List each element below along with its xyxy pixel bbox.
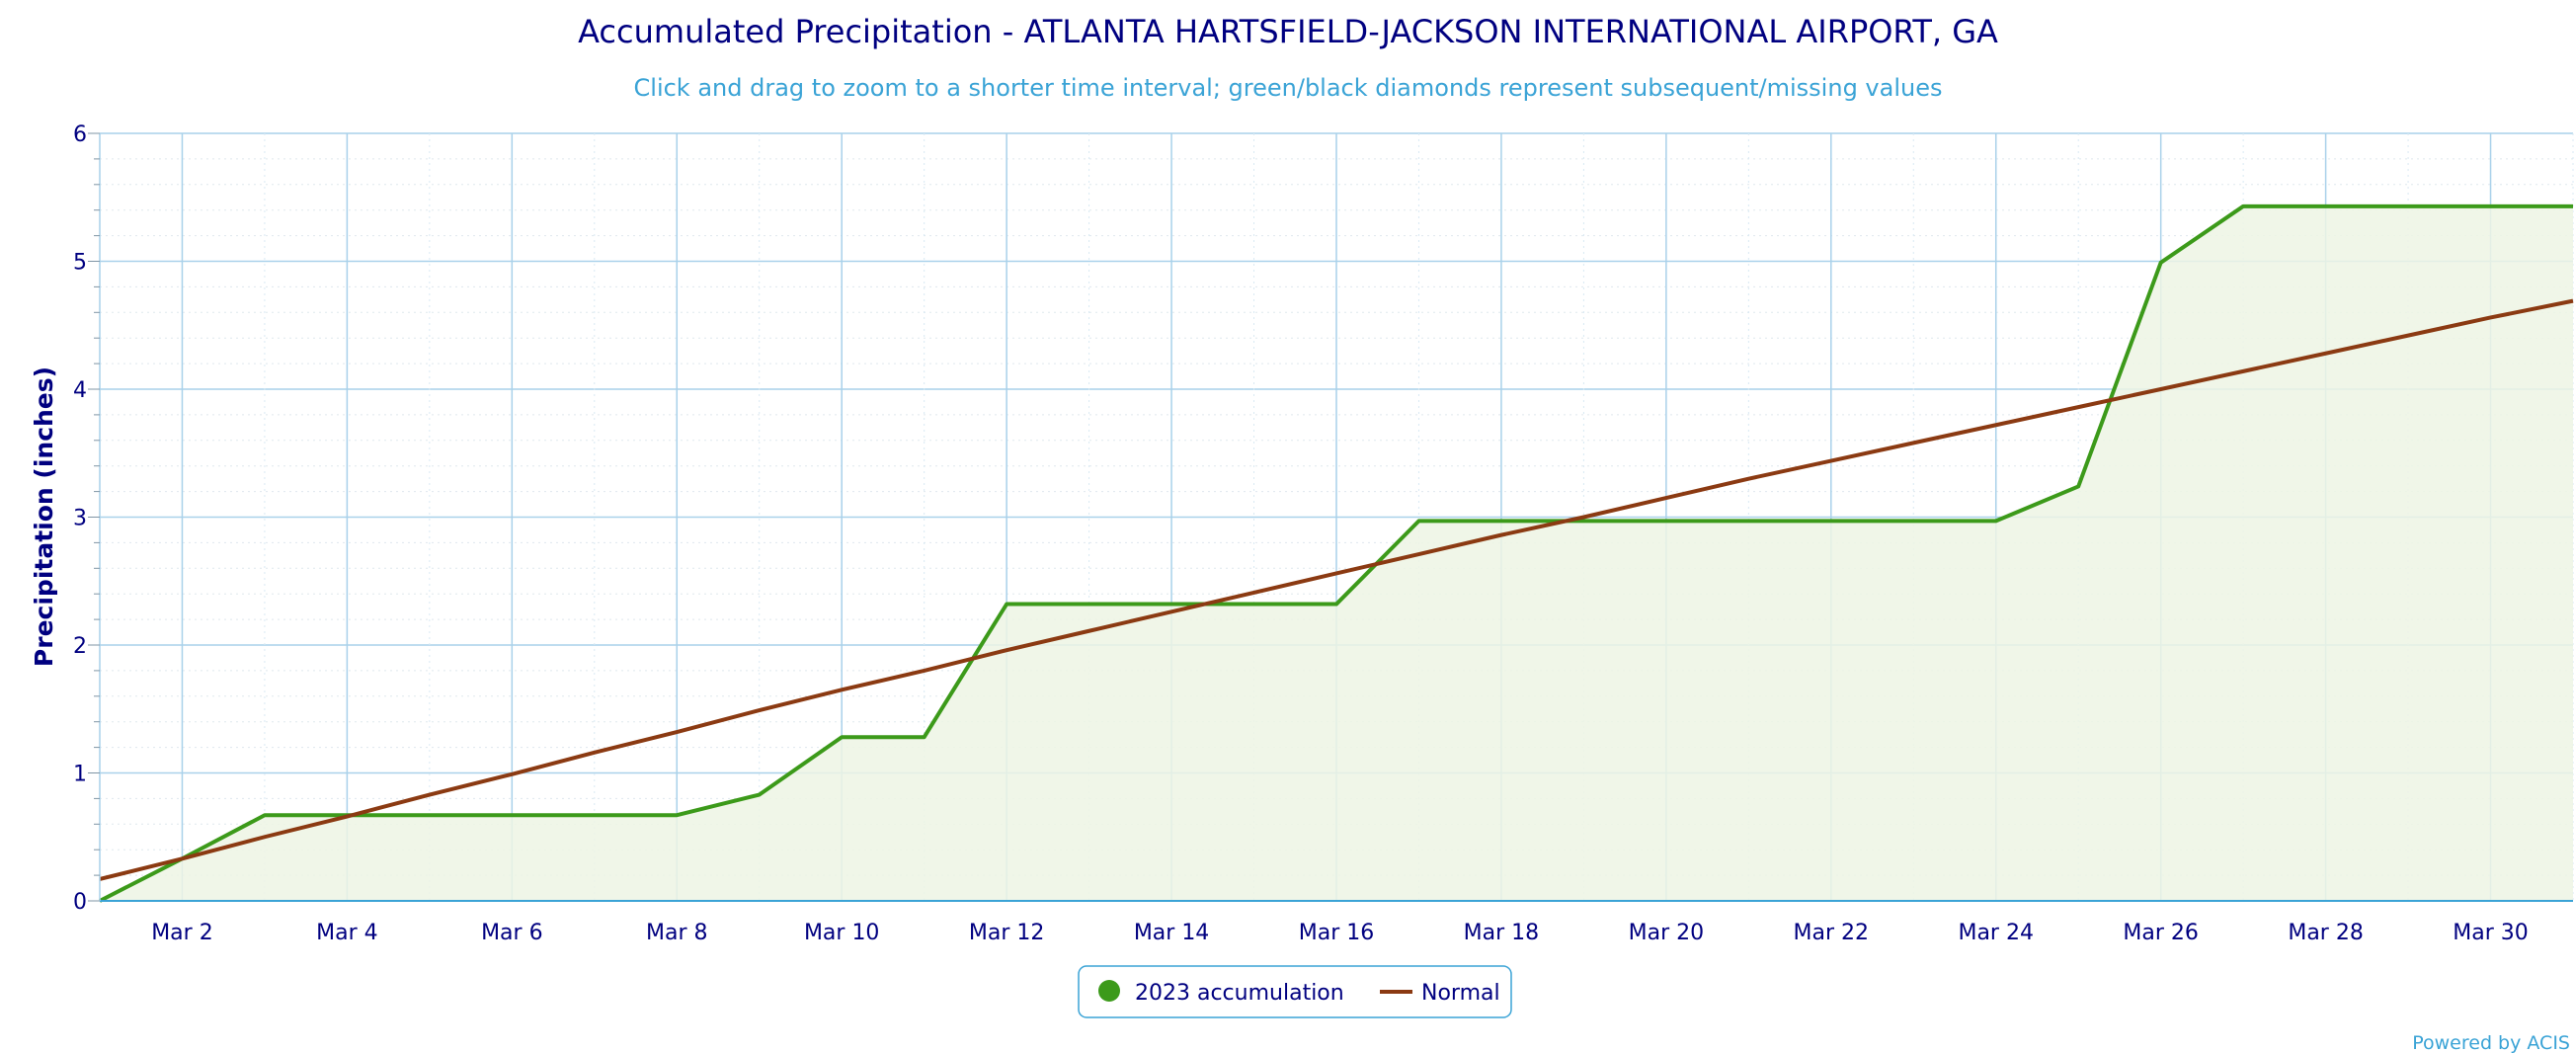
legend-label-normal: Normal [1421, 981, 1500, 1006]
legend[interactable]: 2023 accumulation Normal [1078, 965, 1512, 1018]
y-tick-label: 6 [73, 122, 87, 147]
chart-title: Accumulated Precipitation - ATLANTA HART… [578, 13, 1998, 50]
y-tick-label: 1 [73, 763, 87, 787]
credit-link[interactable]: Powered by ACIS [2412, 1032, 2570, 1053]
x-tick-label: Mar 2 [151, 921, 213, 945]
y-tick-label: 0 [73, 890, 87, 915]
x-tick-label: Mar 12 [969, 921, 1045, 945]
x-tick-label: Mar 10 [804, 921, 880, 945]
x-tick-label: Mar 18 [1464, 921, 1540, 945]
y-tick-label: 4 [73, 378, 87, 403]
y-tick-label: 3 [73, 507, 87, 531]
series-area-2023-accumulation [100, 205, 2573, 901]
series-line-normal[interactable] [99, 298, 2574, 881]
x-tick-label: Mar 6 [481, 921, 543, 945]
x-tick-label: Mar 24 [1958, 921, 2034, 945]
y-axis-label: Precipitation (inches) [30, 366, 58, 667]
legend-item-2023-accumulation[interactable]: 2023 accumulation [1098, 980, 1344, 1006]
y-tick-label: 2 [73, 634, 87, 659]
series-area [100, 205, 2573, 901]
x-tick-label: Mar 20 [1629, 921, 1705, 945]
series-lines[interactable] [99, 203, 2574, 903]
y-tick-label: 5 [73, 251, 87, 276]
legend-box [1078, 965, 1512, 1018]
x-tick-label: Mar 28 [2288, 921, 2364, 945]
x-tick-label: Mar 16 [1299, 921, 1375, 945]
x-tick-labels: Mar 2 Mar 4 Mar 6 Mar 8 Mar 10 Mar 12 Mar 14 Ma… [151, 921, 2529, 945]
legend-label-2023-accumulation: 2023 accumulation [1135, 981, 1344, 1006]
x-tick-label: Mar 30 [2453, 921, 2529, 945]
axes [88, 132, 2573, 902]
x-tick-label: Mar 22 [1794, 921, 1870, 945]
series-line-2023-accumulation[interactable] [99, 203, 2573, 903]
x-tick-label: Mar 26 [2123, 921, 2199, 945]
chart-subtitle: Click and drag to zoom to a shorter time… [634, 74, 1943, 102]
x-tick-label: Mar 14 [1134, 921, 1210, 945]
legend-marker-2023-accumulation [1098, 980, 1120, 1002]
x-tick-label: Mar 8 [646, 921, 708, 945]
x-tick-label: Mar 4 [316, 921, 378, 945]
y-tick-labels: 0 1 2 3 4 5 6 [73, 122, 87, 915]
legend-item-normal[interactable]: Normal [1380, 981, 1500, 1006]
